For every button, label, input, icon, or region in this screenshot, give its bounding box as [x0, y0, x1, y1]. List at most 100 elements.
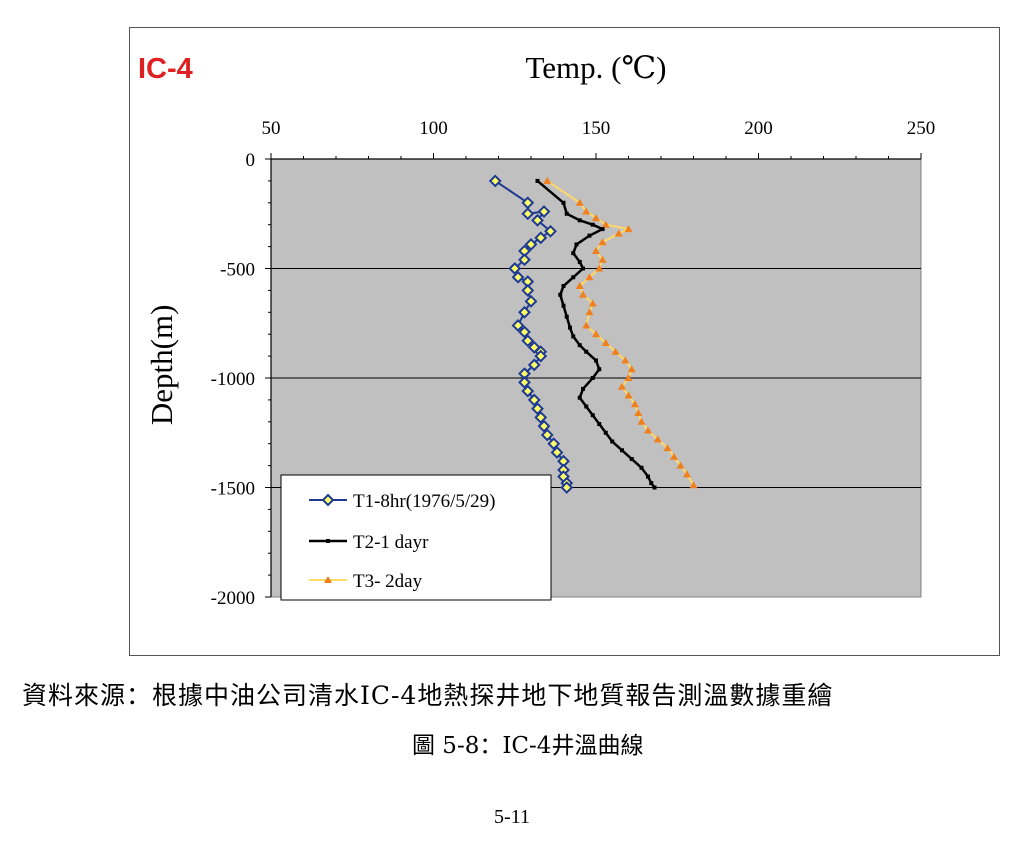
- source-note: 資料來源：根據中油公司清水IC-4地熱探井地下地質報告測溫數據重繪: [22, 681, 834, 710]
- t2-point: [600, 227, 605, 232]
- t1-point: [534, 231, 548, 245]
- y-tick-label: -1500: [211, 479, 255, 500]
- t3-point: [627, 365, 636, 373]
- t1-point: [521, 334, 535, 348]
- legend-label: T3- 2day: [353, 571, 423, 592]
- t3-point: [611, 347, 620, 355]
- t1-point: [521, 384, 535, 398]
- t2-point: [571, 275, 576, 280]
- t2-point: [581, 266, 585, 271]
- t2-point: [587, 233, 592, 238]
- t2-point: [584, 349, 589, 354]
- t1-point: [531, 402, 544, 416]
- temperature-depth-chart: 50 100 150 200 250 0 -500 -1000 -1500 -2000 IC-4 Te…: [138, 50, 935, 609]
- t3-point: [585, 308, 594, 316]
- t1-point: [537, 419, 551, 433]
- t2-point: [568, 325, 572, 330]
- t2-point: [597, 421, 602, 426]
- t2-point: [558, 292, 563, 297]
- t1-point: [524, 294, 538, 308]
- t1-point: [518, 375, 531, 389]
- t1-point: [511, 319, 525, 332]
- panel-label: IC-4: [138, 53, 193, 85]
- t3-point: [592, 246, 600, 254]
- t1-point: [540, 428, 554, 442]
- t3-point: [575, 282, 584, 290]
- t2-point: [646, 474, 650, 479]
- page-number: 5-11: [494, 806, 530, 828]
- t2-point: [561, 303, 566, 308]
- t2-point: [561, 284, 566, 289]
- t2-point: [603, 430, 608, 435]
- t2-point: [584, 404, 589, 409]
- t3-point: [601, 220, 610, 228]
- t3-point: [585, 273, 594, 281]
- t3-point: [543, 176, 552, 184]
- t3-point: [631, 400, 639, 408]
- figure-caption: 圖 5-8：IC-4井溫曲線: [412, 733, 644, 759]
- legend-t3-marker: [324, 576, 332, 583]
- t1-point: [518, 325, 531, 339]
- t1-point: [508, 262, 522, 275]
- t3-point: [575, 198, 584, 206]
- t1-point: [518, 305, 531, 319]
- t2-point: [652, 485, 657, 490]
- t2-point: [564, 211, 569, 216]
- x-axis-title: Temp. (℃): [526, 50, 667, 85]
- t3-point: [598, 238, 607, 246]
- t1-point: [511, 270, 525, 284]
- t3-point: [624, 391, 633, 399]
- t1-point: [518, 253, 531, 267]
- t3-point: [621, 356, 630, 364]
- t3-point: [588, 299, 597, 307]
- t2-point: [649, 481, 654, 486]
- x-tick-label: 200: [744, 118, 773, 139]
- y-axis-title: Depth(m): [144, 305, 179, 426]
- t1-point: [531, 213, 544, 227]
- x-tick-label: 50: [262, 118, 281, 139]
- t3-point: [618, 382, 626, 390]
- t1-point: [547, 437, 561, 451]
- t3-point: [683, 470, 691, 478]
- t2-point: [590, 376, 595, 380]
- x-tick-label: 150: [582, 118, 611, 139]
- t3-point: [624, 374, 633, 381]
- t1-point: [527, 393, 541, 407]
- t1-point: [521, 207, 535, 221]
- t2-point: [535, 178, 540, 183]
- t3-point: [614, 229, 623, 237]
- t3-point: [653, 435, 662, 443]
- t2-point: [590, 413, 595, 418]
- t3-point: [598, 255, 607, 263]
- t3-point: [663, 444, 672, 452]
- t3-point: [579, 290, 587, 298]
- t3-point: [582, 321, 591, 329]
- t3-point: [689, 481, 698, 489]
- legend-label: T1-8hr(1976/5/29): [353, 491, 495, 512]
- t3-point: [592, 330, 600, 338]
- t2-point: [561, 200, 566, 205]
- y-tick-label: 0: [246, 150, 256, 171]
- t2-point: [581, 386, 585, 391]
- t3-point: [634, 409, 643, 417]
- t3-point: [644, 426, 652, 434]
- t2-point: [577, 259, 582, 264]
- t1-point: [550, 446, 564, 459]
- legend-label: T2-1 dayr: [353, 532, 429, 553]
- t3-point: [624, 225, 633, 233]
- t2-point: [577, 218, 582, 223]
- legend-t2-marker: [326, 539, 330, 543]
- t2-point: [597, 367, 602, 372]
- t3-point: [595, 264, 604, 272]
- t2-point: [574, 242, 579, 247]
- t1-point: [560, 481, 574, 494]
- t1-point: [488, 174, 502, 188]
- y-tick-label: -1000: [211, 369, 255, 390]
- t1-point: [524, 237, 538, 251]
- t2-point: [620, 448, 624, 453]
- t1-point: [534, 349, 548, 363]
- t1-point: [544, 224, 557, 238]
- legend-t1-marker: [321, 493, 335, 507]
- t2-point: [564, 314, 569, 319]
- t3-point: [637, 417, 646, 425]
